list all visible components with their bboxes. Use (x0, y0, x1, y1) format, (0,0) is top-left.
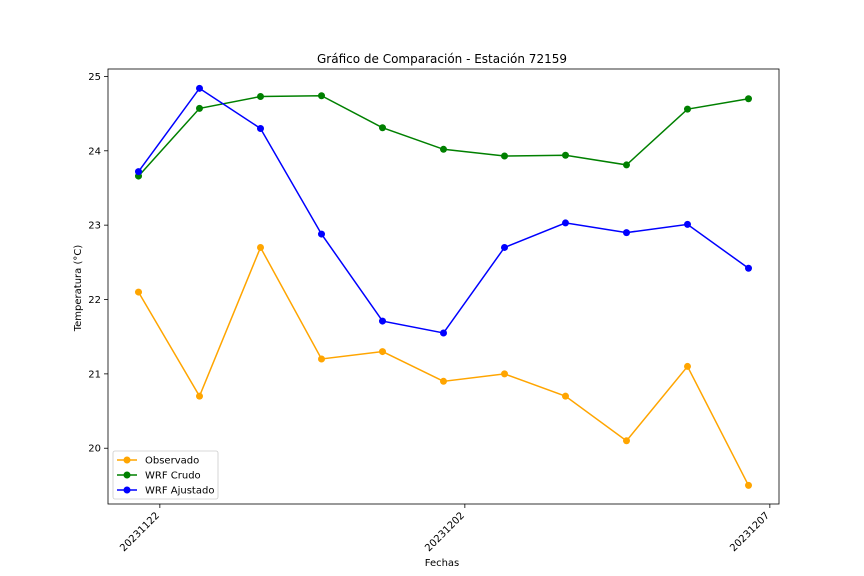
legend-marker-wrf-ajustado (123, 486, 131, 494)
data-point-wrf-ajustado (257, 124, 264, 132)
y-tick-label: 24 (88, 146, 101, 157)
data-point-wrf-ajustado (501, 243, 508, 251)
x-tick-label: 20231122 (118, 510, 162, 554)
data-point-observado (318, 355, 325, 363)
data-point-wrf-crudo (745, 95, 752, 103)
data-point-observado (562, 392, 569, 400)
data-point-wrf-crudo (318, 92, 325, 100)
legend-label-wrf-ajustado: WRF Ajustado (145, 486, 214, 497)
data-point-wrf-crudo (501, 152, 508, 160)
legend-marker-observado (123, 456, 131, 464)
y-tick-label: 25 (88, 72, 101, 83)
x-tick-label: 20231207 (728, 510, 772, 554)
series-line-wrf-ajustado (137, 87, 749, 334)
data-point-observado (196, 392, 203, 400)
data-point-observado (440, 377, 447, 385)
data-point-observado (623, 437, 630, 445)
legend: Observado WRF Crudo WRF Ajustado (112, 450, 219, 500)
series-line-observado (137, 245, 750, 486)
data-point-wrf-ajustado (745, 264, 752, 272)
data-point-wrf-ajustado (196, 84, 203, 92)
legend-label-wrf-crudo: WRF Crudo (145, 471, 201, 482)
y-axis-label: Temperatura (°C) (73, 245, 84, 333)
data-point-wrf-ajustado (440, 329, 447, 337)
data-point-wrf-crudo (196, 104, 203, 112)
data-point-observado (135, 288, 142, 296)
data-point-wrf-crudo (684, 105, 691, 113)
legend-box (112, 450, 219, 500)
data-point-wrf-crudo (257, 93, 264, 101)
data-point-wrf-crudo (379, 124, 386, 132)
data-point-wrf-ajustado (318, 230, 325, 238)
plot-frame (107, 68, 780, 505)
legend-label-observado: Observado (145, 456, 199, 467)
data-point-observado (745, 481, 752, 489)
data-point-wrf-ajustado (562, 219, 569, 227)
x-axis-label: Fechas (425, 558, 460, 569)
chart-title: Gráfico de Comparación - Estación 72159 (317, 52, 567, 66)
x-tick-label: 20231202 (423, 510, 467, 554)
data-point-wrf-ajustado (684, 220, 691, 228)
data-point-observado (379, 348, 386, 356)
data-point-wrf-ajustado (379, 317, 386, 325)
data-point-observado (684, 362, 691, 370)
y-tick-label: 23 (88, 221, 101, 232)
y-tick-label: 20 (88, 444, 101, 455)
data-point-observado (257, 243, 264, 251)
data-point-wrf-crudo (562, 151, 569, 159)
legend-marker-wrf-crudo (123, 471, 131, 479)
data-point-wrf-ajustado (623, 229, 630, 237)
data-point-wrf-crudo (440, 145, 447, 153)
y-tick-label: 21 (88, 369, 101, 380)
data-point-wrf-crudo (623, 161, 630, 169)
data-point-wrf-ajustado (135, 168, 142, 176)
data-point-observado (501, 370, 508, 378)
y-tick-label: 22 (88, 295, 101, 306)
